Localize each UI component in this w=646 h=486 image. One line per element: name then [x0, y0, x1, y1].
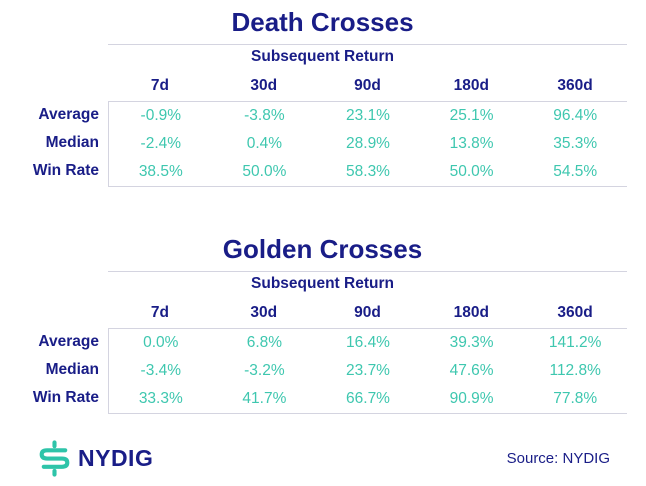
row-label: Average — [38, 333, 99, 350]
table-cell: 0.0% — [143, 334, 179, 351]
row-label: Win Rate — [32, 162, 99, 179]
table-cell: -2.4% — [140, 135, 182, 152]
death-crosses-table: Death Crosses Subsequent Return 7d 30d 9… — [18, 6, 627, 187]
table-cell: 141.2% — [548, 334, 602, 351]
table-cell: -3.4% — [140, 362, 182, 379]
table-title: Death Crosses — [231, 7, 414, 37]
column-header-row: 7d 30d 90d 180d 360d — [18, 298, 627, 328]
span-header-label: Subsequent Return — [251, 275, 394, 292]
table-cell: 0.4% — [246, 135, 283, 152]
column-header: 30d — [250, 77, 278, 94]
table-cell: 16.4% — [346, 334, 390, 351]
span-header-row: Subsequent Return — [18, 44, 627, 71]
row-label: Median — [45, 134, 99, 151]
table-cell: 77.8% — [553, 390, 598, 407]
column-header: 90d — [354, 304, 381, 321]
data-grid: 0.0% 6.8% 16.4% 39.3% 141.2% -3.4% -3.2%… — [108, 328, 627, 414]
footer: NYDIG Source: NYDIG — [38, 440, 610, 477]
row-label-column: Average Median Win Rate — [18, 328, 108, 414]
column-header: 7d — [150, 304, 169, 321]
table-cell: 54.5% — [553, 163, 598, 180]
table-cell: 90.9% — [449, 390, 494, 407]
table-cell: -3.8% — [244, 107, 285, 124]
source-label: Source: NYDIG — [506, 450, 610, 467]
table-cell: 6.8% — [246, 334, 283, 351]
golden-crosses-table: Golden Crosses Subsequent Return 7d 30d … — [18, 233, 627, 414]
table-cell: -0.9% — [140, 107, 182, 124]
data-grid: -0.9% -3.8% 23.1% 25.1% 96.4% -2.4% 0.4%… — [108, 101, 627, 187]
span-header-row: Subsequent Return — [18, 271, 627, 298]
column-header: 7d — [150, 77, 169, 94]
table-cell: 41.7% — [242, 390, 287, 407]
table-body: Average Median Win Rate -0.9% -3.8% 23.1… — [18, 101, 627, 187]
column-header-row: 7d 30d 90d 180d 360d — [18, 71, 627, 101]
table-cell: 28.9% — [346, 135, 390, 152]
table-body: Average Median Win Rate 0.0% 6.8% 16.4% … — [18, 328, 627, 414]
column-header: 30d — [250, 304, 278, 321]
column-header: 90d — [354, 77, 381, 94]
span-header-label: Subsequent Return — [251, 48, 394, 65]
row-label: Win Rate — [32, 389, 99, 406]
column-header: 360d — [557, 77, 593, 94]
table-cell: 50.0% — [449, 163, 494, 180]
column-header: 360d — [557, 304, 593, 321]
table-cell: 96.4% — [553, 107, 598, 124]
table-cell: 66.7% — [346, 390, 390, 407]
table-title: Golden Crosses — [222, 234, 423, 264]
table-cell: 58.3% — [346, 163, 390, 180]
table-cell: 38.5% — [138, 163, 183, 180]
table-cell: 39.3% — [449, 334, 494, 351]
row-label: Median — [45, 361, 99, 378]
table-cell: 47.6% — [449, 362, 494, 379]
column-header: 180d — [453, 77, 489, 94]
row-label: Average — [38, 106, 99, 123]
dollar-sign-icon — [38, 440, 71, 477]
column-header: 180d — [453, 304, 489, 321]
table-cell: 25.1% — [449, 107, 494, 124]
brand-name: NYDIG — [78, 445, 154, 471]
row-label-column: Average Median Win Rate — [18, 101, 108, 187]
table-cell: 13.8% — [449, 135, 494, 152]
table-cell: 33.3% — [138, 390, 183, 407]
nydig-logo: NYDIG — [38, 440, 153, 477]
table-cell: 35.3% — [553, 135, 598, 152]
table-cell: 23.7% — [346, 362, 390, 379]
table-cell: 50.0% — [242, 163, 287, 180]
table-cell: 112.8% — [549, 362, 601, 379]
table-top-rule — [108, 44, 627, 45]
table-top-rule — [108, 271, 627, 272]
table-cell: 23.1% — [346, 107, 390, 124]
table-cell: -3.2% — [244, 362, 285, 379]
